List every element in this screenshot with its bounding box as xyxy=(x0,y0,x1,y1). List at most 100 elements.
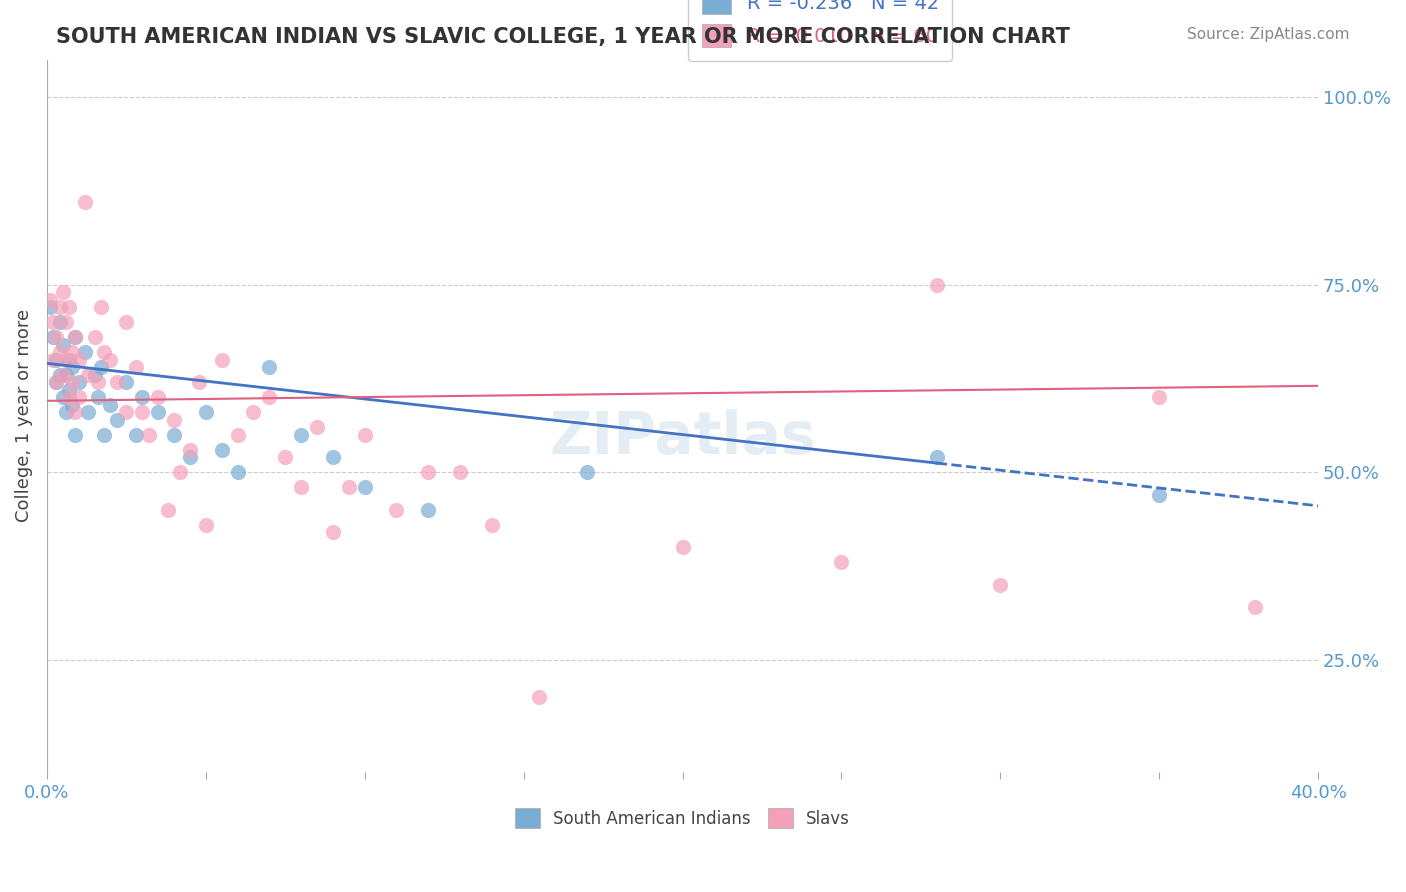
Point xyxy=(274,450,297,464)
Point xyxy=(48,368,70,382)
Point xyxy=(988,577,1011,591)
Text: SOUTH AMERICAN INDIAN VS SLAVIC COLLEGE, 1 YEAR OR MORE CORRELATION CHART: SOUTH AMERICAN INDIAN VS SLAVIC COLLEGE,… xyxy=(56,27,1070,46)
Text: Source: ZipAtlas.com: Source: ZipAtlas.com xyxy=(1187,27,1350,42)
Point xyxy=(211,442,233,457)
Point xyxy=(55,368,77,382)
Point xyxy=(60,360,83,375)
Point xyxy=(87,375,110,389)
Point xyxy=(60,398,83,412)
Point xyxy=(146,405,169,419)
Point xyxy=(1147,487,1170,501)
Point xyxy=(65,427,87,442)
Point xyxy=(115,315,138,329)
Point xyxy=(73,195,96,210)
Point xyxy=(925,450,948,464)
Point xyxy=(194,517,217,532)
Point xyxy=(55,352,77,367)
Point xyxy=(1147,390,1170,404)
Point xyxy=(39,293,62,307)
Point xyxy=(179,442,201,457)
Point xyxy=(156,502,179,516)
Point xyxy=(337,480,360,494)
Point xyxy=(42,330,65,344)
Point xyxy=(188,375,211,389)
Point xyxy=(100,352,122,367)
Point xyxy=(77,368,100,382)
Point xyxy=(925,277,948,292)
Point xyxy=(131,405,153,419)
Point xyxy=(290,480,312,494)
Point xyxy=(52,285,75,299)
Point xyxy=(105,375,128,389)
Point xyxy=(39,300,62,314)
Point xyxy=(58,300,80,314)
Point xyxy=(83,330,105,344)
Point xyxy=(131,390,153,404)
Point xyxy=(169,465,191,479)
Point xyxy=(93,345,115,359)
Point xyxy=(322,450,344,464)
Point xyxy=(45,375,67,389)
Point xyxy=(179,450,201,464)
Point xyxy=(576,465,599,479)
Point xyxy=(115,375,138,389)
Point xyxy=(226,465,249,479)
Point xyxy=(58,352,80,367)
Point xyxy=(45,375,67,389)
Point xyxy=(353,480,375,494)
Point xyxy=(48,300,70,314)
Point xyxy=(418,502,440,516)
Point xyxy=(48,315,70,329)
Text: ZIPatlas: ZIPatlas xyxy=(550,409,815,466)
Point xyxy=(125,427,148,442)
Point xyxy=(83,368,105,382)
Point xyxy=(67,390,90,404)
Point xyxy=(55,405,77,419)
Point xyxy=(211,352,233,367)
Point xyxy=(105,412,128,426)
Point xyxy=(65,330,87,344)
Point xyxy=(58,383,80,397)
Legend: South American Indians, Slavs: South American Indians, Slavs xyxy=(509,801,856,835)
Point xyxy=(42,352,65,367)
Point xyxy=(93,427,115,442)
Point xyxy=(830,555,852,569)
Point xyxy=(226,427,249,442)
Point xyxy=(77,405,100,419)
Point xyxy=(52,368,75,382)
Point xyxy=(146,390,169,404)
Point xyxy=(45,330,67,344)
Point xyxy=(242,405,264,419)
Point xyxy=(115,405,138,419)
Point xyxy=(45,352,67,367)
Point xyxy=(138,427,160,442)
Point xyxy=(67,352,90,367)
Point xyxy=(60,375,83,389)
Point xyxy=(42,315,65,329)
Point xyxy=(449,465,471,479)
Point xyxy=(481,517,503,532)
Point xyxy=(194,405,217,419)
Point xyxy=(385,502,408,516)
Point xyxy=(73,345,96,359)
Point xyxy=(87,390,110,404)
Point xyxy=(1243,600,1265,615)
Point xyxy=(52,390,75,404)
Point xyxy=(55,315,77,329)
Point xyxy=(163,412,186,426)
Point xyxy=(259,390,281,404)
Point xyxy=(48,345,70,359)
Point xyxy=(65,330,87,344)
Point xyxy=(90,300,112,314)
Point xyxy=(163,427,186,442)
Point xyxy=(125,360,148,375)
Point xyxy=(322,524,344,539)
Point xyxy=(100,398,122,412)
Point xyxy=(52,337,75,351)
Point xyxy=(259,360,281,375)
Point xyxy=(290,427,312,442)
Y-axis label: College, 1 year or more: College, 1 year or more xyxy=(15,310,32,523)
Point xyxy=(305,420,328,434)
Point xyxy=(671,540,693,554)
Point xyxy=(529,690,551,704)
